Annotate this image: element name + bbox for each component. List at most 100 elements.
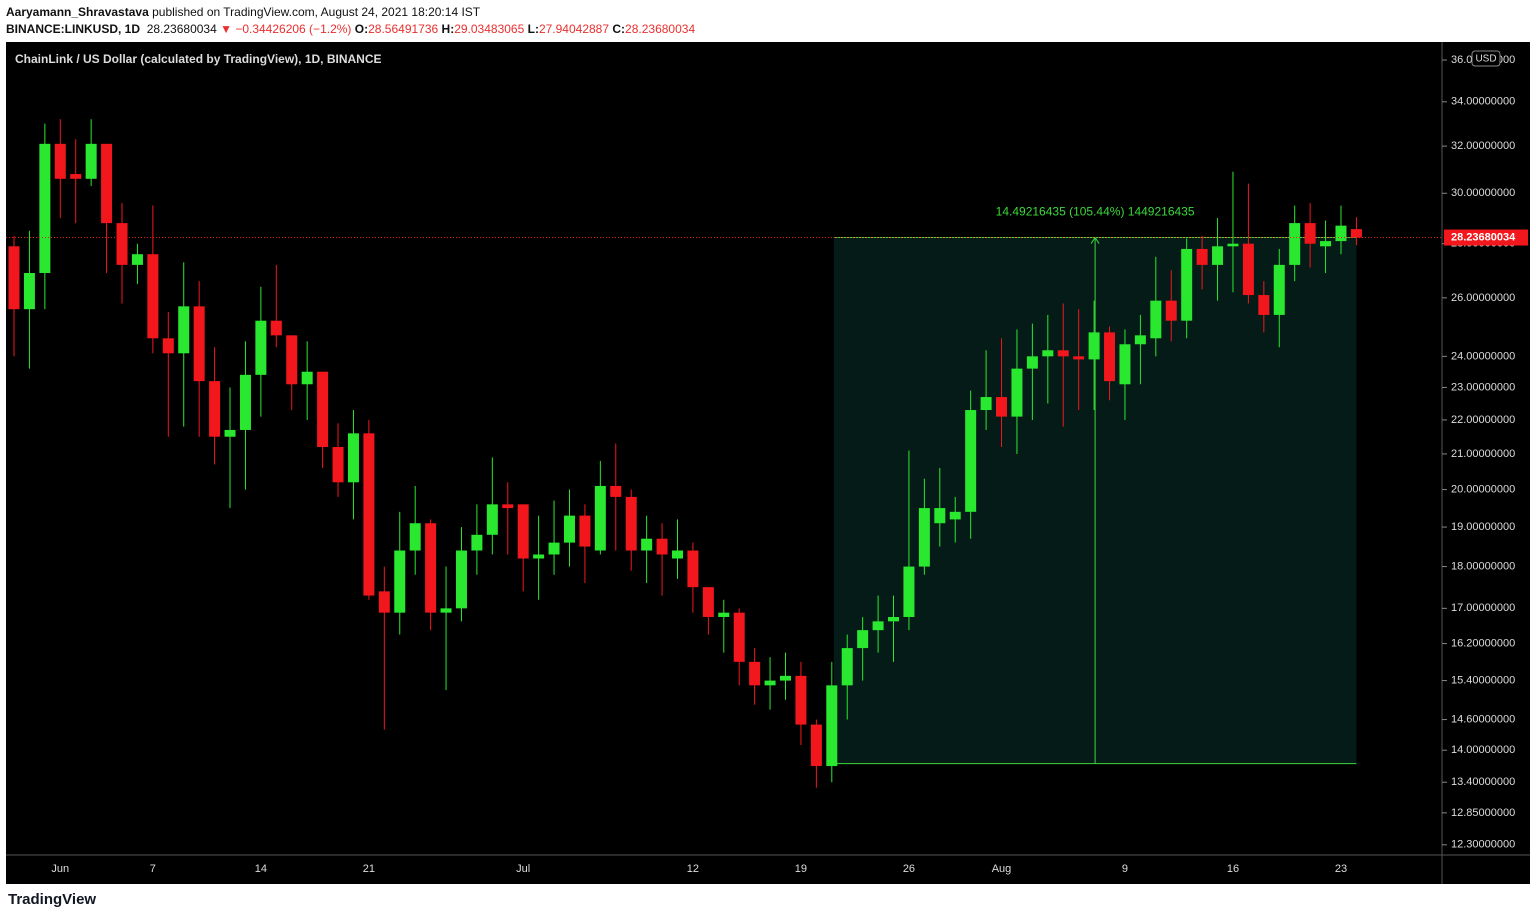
- x-tick-label: Jun: [51, 863, 69, 875]
- candle-body: [671, 550, 683, 559]
- y-tick-label: 18.00000000: [1451, 560, 1515, 572]
- candle-body: [1320, 241, 1332, 247]
- y-tick-label: 14.00000000: [1451, 744, 1515, 756]
- candle-body: [1011, 368, 1023, 417]
- y-tick-label: 22.00000000: [1451, 414, 1515, 426]
- candle-body: [563, 515, 575, 543]
- candle-body: [85, 143, 97, 179]
- brand: TradingView: [8, 891, 97, 908]
- candle-body: [70, 174, 82, 179]
- candle-body: [996, 397, 1008, 417]
- candle-body: [363, 433, 375, 596]
- l-value: 27.94042887: [538, 22, 610, 36]
- x-tick-label: Aug: [992, 863, 1012, 875]
- candle-body: [733, 612, 745, 662]
- candle-body: [255, 320, 267, 375]
- candle-body: [579, 515, 591, 547]
- y-tick-label: 32.00000000: [1451, 140, 1515, 152]
- candle-body: [1181, 248, 1193, 321]
- y-tick-label: 17.00000000: [1451, 602, 1515, 614]
- x-tick-label: 7: [150, 863, 156, 875]
- candle-body: [1026, 356, 1038, 369]
- y-tick-label: 15.40000000: [1451, 674, 1515, 686]
- candle-body: [54, 143, 66, 179]
- candle-body: [1350, 229, 1362, 238]
- candle-body: [425, 523, 437, 613]
- candle-body: [1073, 356, 1085, 360]
- candle-body: [949, 511, 961, 520]
- x-tick-label: 26: [903, 863, 915, 875]
- candle-body: [641, 538, 653, 551]
- candle-body: [965, 410, 977, 512]
- x-tick-label: Jul: [516, 863, 530, 875]
- candle-body: [533, 554, 545, 559]
- candle-body: [23, 272, 35, 310]
- candle-body: [780, 675, 791, 681]
- candle-body: [610, 485, 622, 497]
- y-tick-label: 34.00000000: [1451, 96, 1515, 108]
- candle-body: [8, 246, 20, 310]
- candle-body: [101, 143, 113, 224]
- x-tick-label: 16: [1227, 863, 1239, 875]
- candle-body: [1304, 223, 1316, 244]
- y-tick-label: 20.00000000: [1451, 483, 1515, 495]
- candle-body: [332, 446, 344, 483]
- candle-body: [548, 542, 560, 555]
- chart-title: ChainLink / US Dollar (calculated by Tra…: [15, 52, 382, 66]
- candle-body: [980, 397, 992, 411]
- x-tick-label: 12: [687, 863, 699, 875]
- author: Aaryamann_Shravastava: [6, 5, 149, 19]
- c-value: 28.23680034: [625, 22, 696, 36]
- candle-body: [409, 523, 421, 551]
- candle-body: [224, 429, 236, 437]
- candle-body: [301, 371, 313, 385]
- quote-line: BINANCE:LINKUSD, 1D 28.23680034 ▼ −0.344…: [6, 21, 695, 38]
- candle-body: [702, 587, 714, 617]
- l-label: L:: [527, 22, 539, 36]
- candle-body: [270, 320, 282, 336]
- candle-body: [378, 591, 390, 613]
- candle-body: [1273, 264, 1285, 315]
- x-tick-label: 23: [1335, 863, 1347, 875]
- candle-body: [471, 534, 483, 551]
- candle-body: [1227, 243, 1239, 247]
- candle-body: [810, 724, 822, 767]
- candle-body: [347, 433, 359, 483]
- candle-body: [841, 648, 853, 686]
- candle-body: [1196, 248, 1208, 265]
- y-tick-label: 23.00000000: [1451, 381, 1515, 393]
- y-tick-label: 19.00000000: [1451, 521, 1515, 533]
- candle-body: [687, 550, 699, 588]
- x-tick-label: 19: [795, 863, 807, 875]
- candle-body: [239, 374, 251, 430]
- y-tick-label: 30.00000000: [1451, 187, 1515, 199]
- change: ▼ −0.34426206 (−1.2%): [220, 22, 352, 36]
- published: published on TradingView.com, August 24,…: [152, 5, 481, 19]
- candle-body: [1165, 300, 1177, 321]
- candle-body: [718, 612, 730, 617]
- candle-body: [486, 504, 498, 535]
- y-tick-label: 13.40000000: [1451, 776, 1515, 788]
- o-label: O:: [354, 22, 369, 36]
- candle-body: [795, 675, 807, 725]
- candle-body: [162, 338, 174, 354]
- candle-body: [826, 685, 838, 767]
- candle-body: [39, 143, 51, 273]
- candle-body: [594, 485, 606, 551]
- y-tick-label: 12.85000000: [1451, 807, 1515, 819]
- candle-body: [193, 306, 205, 382]
- x-tick-label: 21: [363, 863, 375, 875]
- candle-body: [1134, 335, 1146, 345]
- measure-label: 14.49216435 (105.44%) 1449216435: [996, 205, 1195, 219]
- candle-body: [857, 630, 869, 649]
- c-label: C:: [612, 22, 626, 36]
- candle-body: [934, 508, 946, 524]
- currency-badge: [1471, 50, 1501, 67]
- candle-body: [1104, 332, 1116, 382]
- candle-body: [209, 381, 221, 437]
- publish-line: Aaryamann_Shravastava published on Tradi…: [6, 4, 695, 21]
- candle-body: [440, 608, 452, 613]
- candle-body: [286, 335, 298, 385]
- candle-body: [1057, 350, 1069, 357]
- last-price-label: 28.23680034: [1451, 231, 1516, 243]
